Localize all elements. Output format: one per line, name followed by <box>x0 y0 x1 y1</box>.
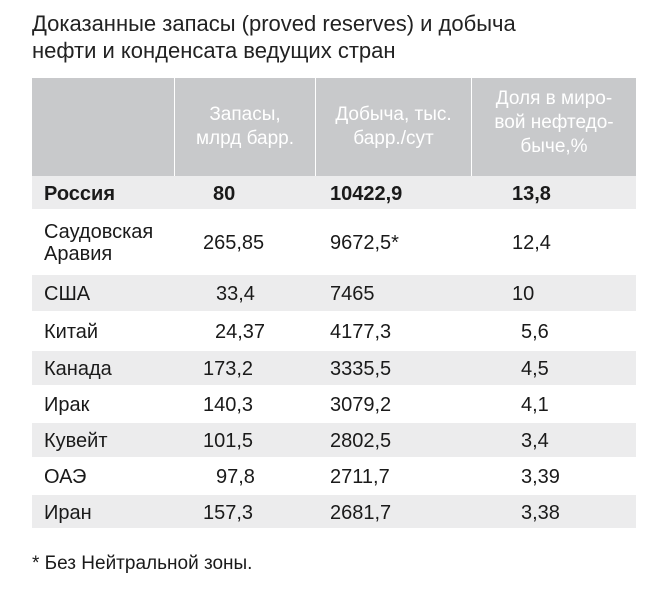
cell-share: 3,39 <box>521 466 560 488</box>
table-row: ОАЭ 97,8 2711,7 3,39 <box>32 459 636 495</box>
cell-reserves: 33,4 <box>216 283 255 305</box>
cell-share: 3,4 <box>521 430 549 452</box>
table-row: Иран 157,3 2681,7 3,38 <box>32 495 636 530</box>
cell-reserves: 140,3 <box>203 394 254 416</box>
table-row: Китай 24,37 4177,3 5,6 <box>32 313 636 351</box>
cell-production: 3335,5 <box>330 358 392 380</box>
cell-share: 3,38 <box>521 501 560 524</box>
footnote: * Без Нейтральной зоны. <box>32 553 253 574</box>
cell-country: США <box>44 283 91 305</box>
cell-reserves: 157,3 <box>203 501 254 524</box>
cell-country: Иран <box>44 501 92 524</box>
cell-country: Россия <box>44 182 116 205</box>
cell-reserves: 97,8 <box>216 466 255 488</box>
row-divider <box>32 311 636 313</box>
cell-production: 4177,3 <box>330 321 392 343</box>
cell-share: 13,8 <box>512 182 551 205</box>
row-divider <box>32 385 636 387</box>
cell-share: 10 <box>512 283 535 305</box>
header-cell-production: Добыча, тыс. барр./сут <box>316 78 472 176</box>
row-divider <box>32 493 636 495</box>
reserves-table: Запасы, млрд барр. Добыча, тыс. барр./су… <box>32 78 636 530</box>
table-row: США 33,4 7465 10 <box>32 275 636 313</box>
table-row: Россия 80 10422,9 13,8 <box>32 176 636 211</box>
row-divider <box>32 273 636 275</box>
cell-reserves: 173,2 <box>203 358 254 380</box>
row-divider <box>32 349 636 351</box>
table-header: Запасы, млрд барр. Добыча, тыс. барр./су… <box>32 78 636 176</box>
cell-production: 10422,9 <box>330 182 403 205</box>
cell-reserves: 101,5 <box>203 430 254 452</box>
cell-country: Китай <box>44 321 99 343</box>
header-cell-share: Доля в миро- вой нефтедо- быче,% <box>494 88 614 157</box>
header-cell-country <box>32 78 175 176</box>
table-row: Саудовская Аравия 265,85 9672,5* 12,4 <box>32 211 636 275</box>
table-row: Канада 173,2 3335,5 4,5 <box>32 351 636 387</box>
row-divider <box>32 421 636 423</box>
cell-share: 4,5 <box>521 358 549 380</box>
title-line-2: нефти и конденсата ведущих стран <box>32 38 396 63</box>
cell-reserves: 24,37 <box>215 321 266 343</box>
cell-country: Кувейт <box>44 430 108 452</box>
cell-production: 7465 <box>330 283 375 305</box>
cell-share: 12,4 <box>512 232 551 254</box>
cell-country: Саудовская Аравия <box>44 221 154 265</box>
cell-share: 4,1 <box>521 394 549 416</box>
cell-country: ОАЭ <box>44 466 87 488</box>
table-row: Ирак 140,3 3079,2 4,1 <box>32 387 636 423</box>
cell-share: 5,6 <box>521 321 549 343</box>
cell-production: 2681,7 <box>330 501 392 524</box>
cell-production: 2802,5 <box>330 430 392 452</box>
row-divider <box>32 457 636 459</box>
cell-country: Ирак <box>44 394 90 416</box>
cell-reserves: 265,85 <box>203 232 265 254</box>
cell-production: 3079,2 <box>330 394 392 416</box>
title-line-1: Доказанные запасы (proved reserves) и до… <box>32 11 516 36</box>
page-title: Доказанные запасы (proved reserves) и до… <box>32 10 632 64</box>
row-divider <box>32 209 636 211</box>
table-row: Кувейт 101,5 2802,5 3,4 <box>32 423 636 459</box>
cell-reserves: 80 <box>213 182 236 205</box>
cell-production: 2711,7 <box>330 466 390 488</box>
row-divider <box>32 528 636 530</box>
table-body: Россия 80 10422,9 13,8 Саудовская Аравия 265,… <box>32 176 636 530</box>
cell-country: Канада <box>44 358 112 380</box>
cell-production: 9672,5* <box>330 232 399 254</box>
header-cell-reserves: Запасы, млрд барр. <box>175 78 316 176</box>
